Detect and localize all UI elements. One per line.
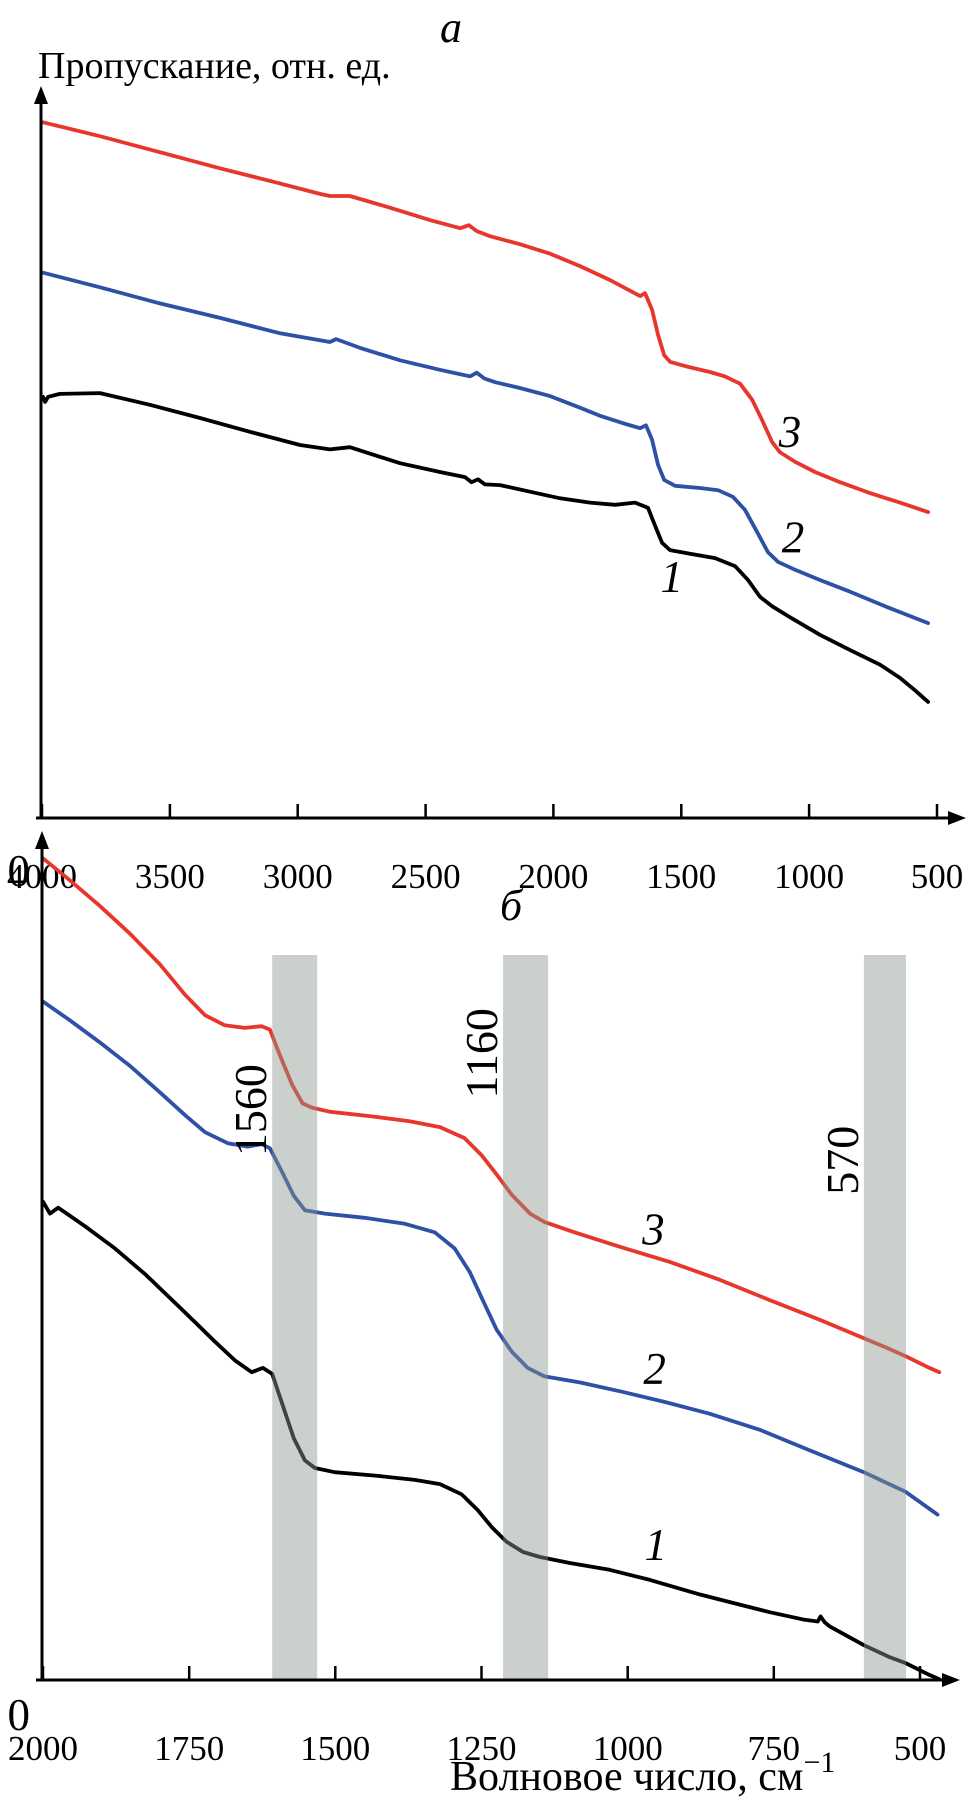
x-tick-label: 750 <box>748 1729 801 1768</box>
x-axis-arrow <box>942 1673 960 1687</box>
x-tick-label: 1250 <box>447 1729 517 1768</box>
x-tick-label: 3000 <box>263 857 333 896</box>
y-axis-arrow <box>34 86 48 104</box>
x-tick-label: 1000 <box>774 857 844 896</box>
x-axis-title: Волновое число, см−1 <box>450 1746 835 1800</box>
panel-b-label: б <box>500 881 524 930</box>
curve-3-label: 3 <box>641 1205 665 1255</box>
x-tick-label: 1500 <box>300 1729 370 1768</box>
x-tick-label: 2000 <box>518 857 588 896</box>
x-tick-label: 1500 <box>646 857 716 896</box>
curve-2-line <box>41 999 940 1517</box>
curve-2-label: 2 <box>782 513 805 563</box>
band-label-1560: 1560 <box>225 1064 276 1156</box>
x-axis-arrow <box>948 811 966 825</box>
x-tick-label: 2000 <box>8 1729 78 1768</box>
y-axis-arrow <box>35 831 49 849</box>
x-tick-label: 500 <box>911 857 964 896</box>
band-570 <box>863 955 906 1680</box>
x-tick-label: 3500 <box>135 857 205 896</box>
x-tick-label: 2500 <box>391 857 461 896</box>
curve-1-label: 1 <box>661 552 684 602</box>
x-tick-label: 1750 <box>154 1729 224 1768</box>
x-axis-title-main: Волновое число, см <box>450 1754 804 1800</box>
band-1560 <box>272 955 318 1680</box>
x-tick-label: 1000 <box>593 1729 663 1768</box>
y-axis-title: Пропускание, отн. ед. <box>38 45 391 87</box>
band-1160 <box>503 955 549 1680</box>
panel-a-label: a <box>440 3 462 52</box>
band-label-570: 570 <box>817 1126 868 1195</box>
origin-label: 0 <box>8 1690 31 1740</box>
x-axis-title-superscript: −1 <box>804 1746 836 1779</box>
curve-1-label: 1 <box>644 1520 667 1570</box>
origin-label: 0 <box>8 846 31 896</box>
curve-3-line <box>41 120 930 514</box>
curve-2-line <box>41 270 930 625</box>
panel-b-plot: 1560 1160 570 2000 1750 1500 1250 1000 750 500 0 1 2… <box>8 831 960 1768</box>
curve-1-line <box>41 391 930 704</box>
band-label-1160: 1160 <box>456 1008 507 1098</box>
curve-2-label: 2 <box>643 1344 666 1394</box>
x-tick-label: 500 <box>894 1729 947 1768</box>
curve-3-line <box>41 856 942 1375</box>
curve-1-line <box>41 1199 942 1682</box>
curve-3-label: 3 <box>778 407 802 457</box>
